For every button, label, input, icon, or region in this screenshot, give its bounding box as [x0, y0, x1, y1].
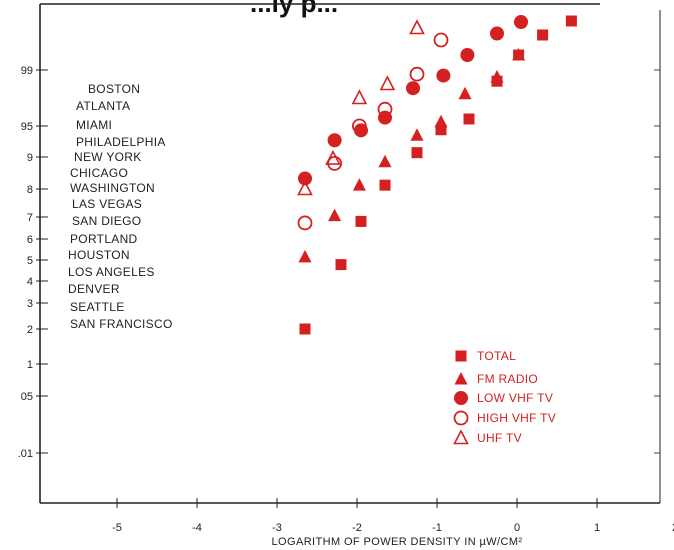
city-label: NEW YORK: [74, 150, 142, 164]
data-point: [327, 133, 342, 148]
legend-marker: [454, 372, 468, 385]
data-point: [435, 124, 447, 136]
y-tick-label: 8: [27, 184, 33, 196]
data-point: [409, 66, 425, 82]
data-point: [298, 171, 312, 186]
data-point: [463, 113, 475, 125]
data-point: [297, 215, 313, 231]
y-axis: 99 95 9 8 7 6 5 4 3 2 1 05 .01: [18, 65, 660, 460]
city-label: LAS VEGAS: [72, 197, 142, 211]
legend-label: UHF TV: [477, 431, 522, 445]
chart-title: ...ly p...: [250, 0, 338, 18]
city-label: PORTLAND: [70, 232, 138, 246]
y-tick-label: 3: [27, 298, 33, 310]
city-label: HOUSTON: [68, 248, 130, 262]
series-uhf-tv: [297, 19, 425, 196]
x-axis: -5 -4 -3 -2 -1 0 1 2: [112, 498, 674, 534]
data-point: [335, 259, 347, 271]
y-tick-label: 95: [21, 121, 33, 133]
x-tick-label: 0: [514, 522, 520, 534]
data-point: [351, 118, 367, 134]
x-tick-label: -5: [112, 522, 122, 534]
data-point: [352, 178, 366, 191]
y-tick-label: 5: [27, 255, 33, 267]
y-tick-label: .01: [18, 448, 33, 460]
city-label: MIAMI: [76, 118, 112, 132]
data-point: [460, 48, 475, 62]
city-label: SAN DIEGO: [72, 214, 141, 228]
x-tick-label: -4: [192, 522, 202, 534]
x-tick-label: -2: [352, 522, 362, 534]
city-label: PHILADELPHIA: [76, 135, 166, 149]
y-tick-label: 05: [21, 391, 33, 403]
series-low-vhf-tv: [298, 15, 528, 186]
x-tick-label: -3: [272, 522, 282, 534]
y-tick-label: 4: [27, 276, 33, 288]
y-tick-label: 99: [21, 65, 33, 77]
title-layer: ...ly p...: [250, 0, 338, 18]
data-point: [409, 19, 425, 35]
city-label: LOS ANGELES: [68, 265, 155, 279]
data-point: [355, 215, 367, 227]
legend-label: HIGH VHF TV: [477, 411, 556, 425]
legend-marker: [454, 391, 468, 405]
data-point: [378, 154, 392, 168]
y-tick-label: 1: [27, 359, 33, 371]
legend-label: LOW VHF TV: [477, 391, 553, 405]
data-point: [512, 48, 526, 61]
data-point: [537, 29, 549, 41]
data-point: [436, 68, 451, 83]
legend-marker: [455, 350, 467, 362]
y-tick-label: 7: [27, 212, 33, 224]
series-total: [299, 15, 577, 335]
city-label: DENVER: [68, 282, 120, 296]
city-label: ATLANTA: [76, 99, 130, 113]
data-points: [297, 15, 577, 335]
data-point: [298, 249, 312, 263]
data-point: [458, 86, 472, 100]
y-tick-label: 2: [27, 324, 33, 336]
city-label: SAN FRANCISCO: [70, 317, 173, 331]
data-point: [299, 323, 311, 335]
data-point: [490, 70, 504, 83]
data-point: [379, 179, 391, 191]
x-tick-label: -1: [432, 522, 442, 534]
data-point: [514, 15, 528, 29]
plot-frame: [39, 3, 661, 504]
x-tick-label: 2: [672, 522, 674, 534]
data-point: [490, 26, 504, 41]
city-label: SEATTLE: [70, 300, 125, 314]
data-point: [406, 81, 420, 96]
data-point: [410, 128, 424, 141]
city-label: CHICAGO: [70, 166, 128, 180]
legend-marker: [453, 429, 469, 445]
data-point: [354, 123, 368, 138]
city-label: BOSTON: [88, 82, 140, 96]
series-high-vhf-tv: [297, 32, 449, 231]
data-point: [328, 208, 342, 222]
data-point: [379, 75, 396, 91]
x-axis-title: LOGARITHM OF POWER DENSITY IN µW/CM²: [272, 536, 523, 548]
y-tick-label: 6: [27, 234, 33, 246]
legend: TOTAL FM RADIO LOW VHF TV HIGH VHF TV UHF TV: [453, 349, 556, 445]
data-point: [433, 32, 449, 48]
legend-marker: [453, 410, 469, 426]
y-tick-label: 9: [27, 152, 33, 164]
data-point: [297, 180, 313, 196]
legend-label: FM RADIO: [477, 372, 538, 386]
data-point: [434, 114, 448, 128]
data-point: [565, 15, 577, 27]
data-point: [411, 147, 423, 159]
data-point: [325, 149, 341, 165]
data-point: [351, 89, 368, 105]
city-label: WASHINGTON: [70, 181, 155, 195]
legend-label: TOTAL: [477, 349, 516, 363]
series-fm-radio: [298, 48, 526, 263]
x-tick-label: 1: [594, 522, 600, 534]
data-point: [377, 101, 393, 117]
